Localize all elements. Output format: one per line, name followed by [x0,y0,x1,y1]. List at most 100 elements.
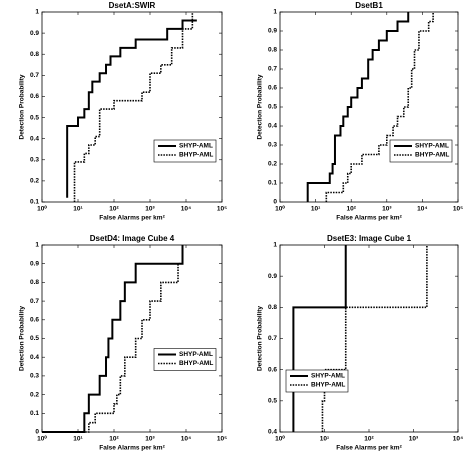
subplot: DsetA:SWIR False Alarms per km² Detection … [19,1,227,222]
x-tick-label: 10¹ [73,206,82,213]
chart-title: DsetE3: Image Cube 1 [327,234,412,243]
x-tick-label: 10² [109,206,119,213]
x-tick-label: 10⁰ [37,205,47,213]
legend-label: BHYP-AML [179,152,213,159]
chart-title: DsetD4: Image Cube 4 [90,234,175,243]
x-axis-label: False Alarms per km² [99,445,165,452]
step-line [325,12,434,202]
y-tick-label: 0.4 [30,135,39,142]
step-line [73,12,194,202]
legend-label: SHYP-AML [415,143,449,150]
y-tick-label: 0.4 [268,123,277,130]
y-tick-label: 0.7 [30,298,39,305]
plot-frame [279,244,459,433]
y-tick-label: 0.6 [268,366,277,373]
legend: SHYP-AML BHYP-AML [153,139,217,163]
y-tick-label: 0.1 [30,410,39,417]
y-tick-label: 0.2 [268,161,277,168]
step-line [292,245,347,432]
y-tick-label: 0.7 [30,72,39,79]
legend-label: BHYP-AML [311,382,345,389]
chart-title: DsetB1 [355,1,383,10]
legend-label: SHYP-AML [179,143,213,150]
y-tick-label: 0.8 [30,51,39,58]
x-tick-label: 10¹ [311,206,320,213]
x-tick-label: 10¹ [320,436,329,443]
x-tick-label: 10⁵ [217,436,227,443]
y-tick-label: 0.9 [30,30,39,37]
subplot: DsetD4: Image Cube 4 False Alarms per km²… [19,234,227,452]
y-tick-label: 0.5 [30,335,39,342]
y-tick-label: 0.9 [30,260,39,267]
y-tick-label: 1 [35,242,39,249]
y-tick-label: 0.6 [268,85,277,92]
y-axis-label: Detection Probability [257,74,264,139]
x-axis-label: False Alarms per km² [336,215,402,222]
y-tick-label: 0.2 [30,178,39,185]
x-tick-label: 10⁵ [453,206,463,213]
y-tick-label: 0.5 [268,398,277,405]
y-tick-label: 1 [273,242,277,249]
x-axis-label: False Alarms per km² [336,445,402,452]
legend-label: SHYP-AML [179,351,213,358]
y-tick-label: 0.4 [30,354,39,361]
x-tick-label: 10² [364,436,374,443]
y-axis-label: Detection Probability [257,306,264,371]
step-line [42,245,184,433]
step-line [42,245,184,433]
y-tick-label: 0.7 [268,66,277,73]
x-tick-label: 10³ [382,206,392,213]
legend-label: BHYP-AML [179,360,213,367]
y-axis-label: Detection Probability [19,74,26,139]
plot-frame [279,11,459,203]
y-tick-label: 0.8 [268,304,277,311]
step-line [306,12,410,202]
plot-frame [41,11,223,203]
x-tick-label: 10² [109,436,119,443]
x-tick-label: 10³ [145,436,155,443]
y-tick-label: 1 [35,9,39,16]
y-tick-label: 0.2 [30,391,39,398]
x-tick-label: 10⁰ [275,435,285,443]
y-tick-label: 0.8 [268,47,277,54]
legend: SHYP-AML BHYP-AML [389,139,453,163]
y-tick-label: 0.8 [30,279,39,286]
y-tick-label: 0.3 [268,142,277,149]
legend: SHYP-AML BHYP-AML [285,369,349,393]
x-tick-label: 10⁵ [217,206,227,213]
y-tick-label: 0 [273,199,277,206]
y-tick-label: 0.1 [268,180,277,187]
y-tick-label: 0.6 [30,93,39,100]
y-tick-label: 1 [273,9,277,16]
x-tick-label: 10¹ [73,436,82,443]
legend-label: BHYP-AML [415,152,449,159]
y-tick-label: 0.3 [30,373,39,380]
legend: SHYP-AML BHYP-AML [153,348,217,371]
y-tick-label: 0.5 [30,114,39,121]
y-axis-label: Detection Probability [19,306,26,371]
x-axis-label: False Alarms per km² [99,215,165,222]
plot-frame [41,244,223,433]
x-tick-label: 10⁰ [275,205,285,213]
x-tick-label: 10⁰ [37,435,47,443]
y-tick-label: 0 [35,429,39,436]
subplot: DsetB1 False Alarms per km² Detection Prob… [257,1,463,222]
x-tick-label: 10⁴ [181,206,191,213]
step-line [66,19,197,198]
legend-label: SHYP-AML [311,373,345,380]
y-tick-label: 0.6 [30,317,39,324]
y-tick-label: 0.9 [268,273,277,280]
x-tick-label: 10⁴ [417,206,427,213]
y-tick-label: 0.3 [30,156,39,163]
x-tick-label: 10² [346,206,356,213]
x-tick-label: 10³ [145,206,155,213]
chart-title: DsetA:SWIR [109,1,156,10]
y-tick-label: 0.5 [268,104,277,111]
x-tick-label: 10⁴ [181,436,191,443]
y-tick-label: 0.1 [30,199,39,206]
y-tick-label: 0.7 [268,335,277,342]
y-tick-label: 0.4 [268,429,277,436]
x-tick-label: 10³ [409,436,419,443]
y-tick-label: 0.9 [268,28,277,35]
